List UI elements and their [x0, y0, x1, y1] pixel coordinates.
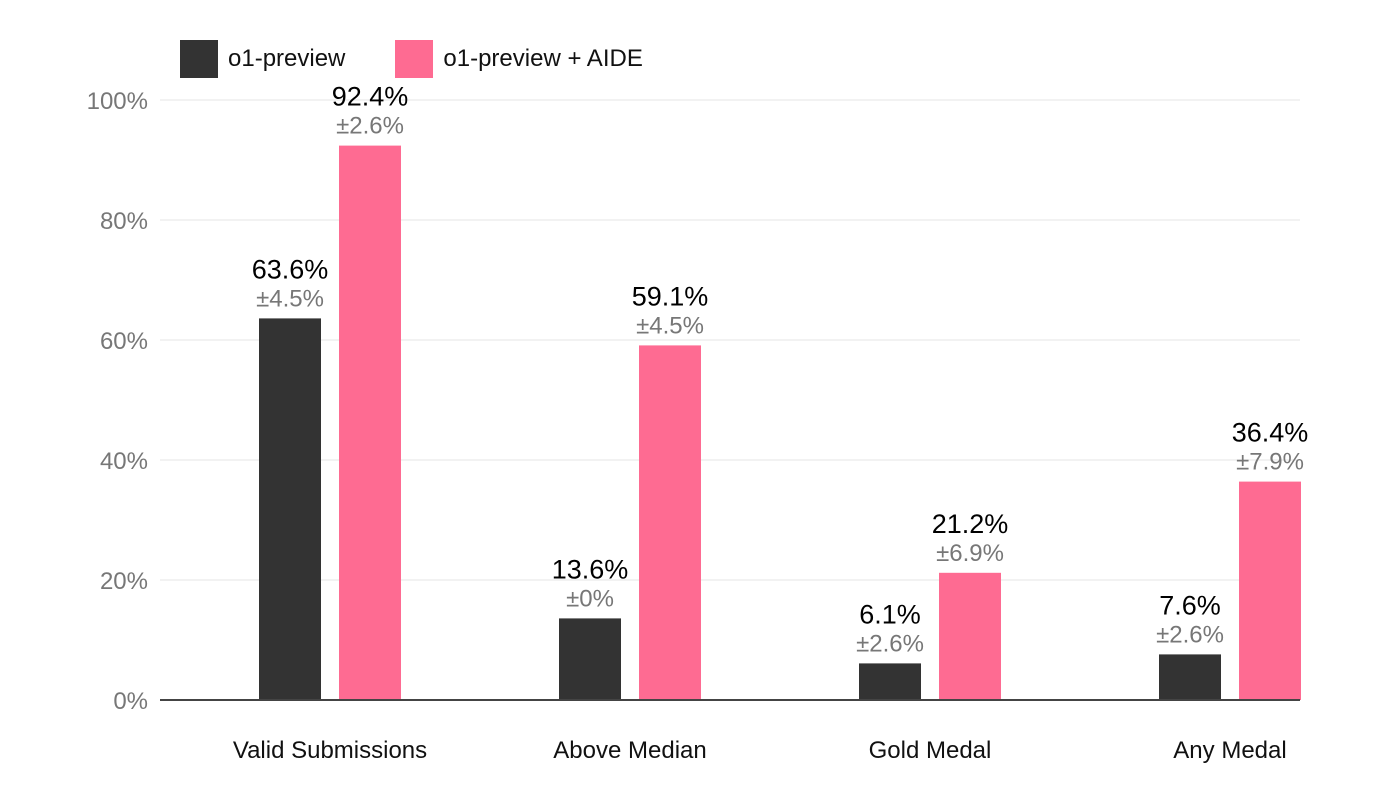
error-label: ±4.5%: [256, 285, 324, 312]
data-label: 63.6%: [252, 254, 329, 284]
bar: [1239, 481, 1301, 700]
error-label: ±2.6%: [1156, 621, 1224, 648]
data-label: 6.1%: [859, 599, 921, 629]
bar: [639, 345, 701, 700]
x-tick-label: Above Median: [553, 737, 706, 764]
bar: [939, 572, 1001, 700]
chart-legend: o1-preview o1-preview + AIDE: [180, 40, 693, 78]
bar: [339, 145, 401, 701]
data-label: 92.4%: [332, 82, 409, 112]
error-label: ±0%: [566, 585, 614, 612]
y-tick-label: 60%: [100, 328, 148, 355]
x-tick-label: Valid Submissions: [233, 737, 427, 764]
error-label: ±2.6%: [856, 630, 924, 657]
data-label: 7.6%: [1159, 590, 1221, 620]
legend-item-o1-preview-aide: o1-preview + AIDE: [395, 40, 643, 78]
y-tick-label: 20%: [100, 568, 148, 595]
data-label: 36.4%: [1232, 418, 1309, 448]
bar: [1159, 654, 1221, 700]
x-tick-label: Any Medal: [1173, 737, 1286, 764]
error-label: ±4.5%: [636, 312, 704, 339]
legend-swatch-o1-preview: [180, 40, 218, 78]
legend-item-o1-preview: o1-preview: [180, 40, 345, 78]
legend-swatch-o1-preview-aide: [395, 40, 434, 78]
data-label: 59.1%: [632, 281, 709, 311]
bar: [559, 618, 621, 700]
bar: [259, 318, 321, 700]
y-tick-label: 0%: [113, 688, 148, 715]
data-label: 13.6%: [552, 554, 629, 584]
error-label: ±7.9%: [1236, 449, 1304, 476]
x-tick-label: Gold Medal: [869, 737, 992, 764]
error-label: ±6.9%: [936, 540, 1004, 567]
y-tick-label: 40%: [100, 448, 148, 475]
legend-label-o1-preview: o1-preview: [228, 45, 346, 72]
data-label: 21.2%: [932, 509, 1009, 539]
legend-label-o1-preview-aide: o1-preview + AIDE: [443, 45, 643, 72]
y-tick-label: 100%: [87, 88, 148, 115]
error-label: ±2.6%: [336, 113, 404, 140]
bar: [859, 663, 921, 700]
y-tick-label: 80%: [100, 208, 148, 235]
